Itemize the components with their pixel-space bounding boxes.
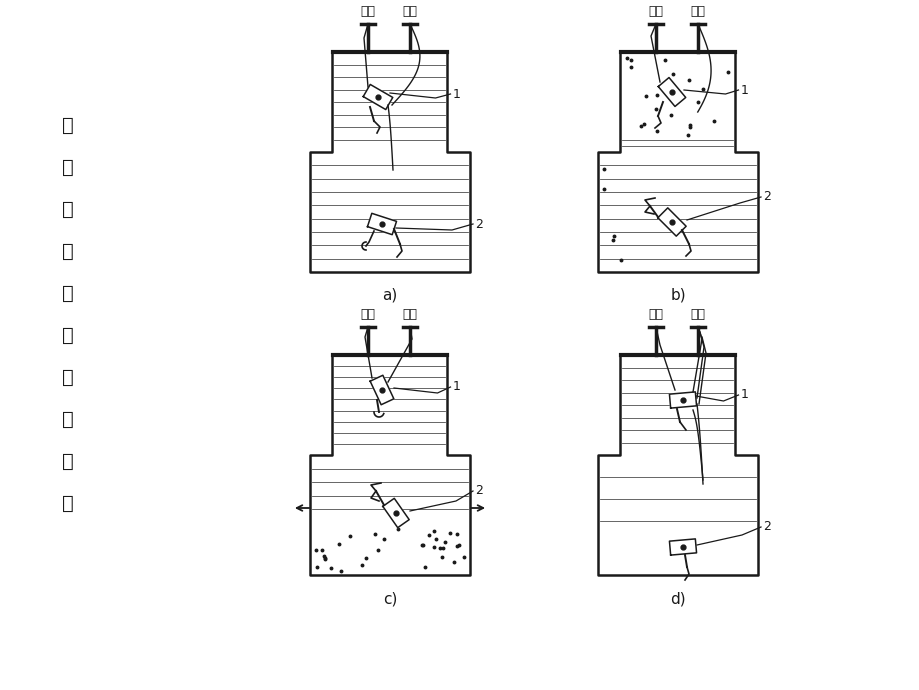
Polygon shape <box>367 213 396 235</box>
Text: 作: 作 <box>62 409 74 428</box>
Text: 的: 的 <box>62 326 74 344</box>
Text: 1: 1 <box>740 83 747 97</box>
Polygon shape <box>658 77 685 106</box>
Text: 瓦: 瓦 <box>62 115 74 135</box>
Text: a): a) <box>382 288 397 303</box>
Polygon shape <box>369 375 393 405</box>
Text: 信号: 信号 <box>360 308 375 321</box>
Polygon shape <box>363 84 392 110</box>
Text: 跳闸: 跳闸 <box>403 308 417 321</box>
Text: c): c) <box>382 591 397 606</box>
Text: 动: 动 <box>62 368 74 386</box>
Text: 说: 说 <box>62 451 74 471</box>
Text: d): d) <box>669 591 685 606</box>
Text: b): b) <box>669 288 685 303</box>
Text: 明: 明 <box>62 493 74 513</box>
Text: 继: 继 <box>62 199 74 219</box>
Text: 跳闸: 跳闸 <box>403 5 417 18</box>
Text: 信号: 信号 <box>648 308 663 321</box>
Polygon shape <box>669 392 696 408</box>
Text: 斯: 斯 <box>62 157 74 177</box>
Text: 1: 1 <box>452 88 460 101</box>
Text: 2: 2 <box>762 190 770 204</box>
Text: 信号: 信号 <box>648 5 663 18</box>
Text: 器: 器 <box>62 284 74 302</box>
Text: 2: 2 <box>762 520 770 533</box>
Polygon shape <box>657 208 686 236</box>
Polygon shape <box>669 539 696 555</box>
Text: 电: 电 <box>62 241 74 261</box>
Text: 1: 1 <box>740 388 747 402</box>
Text: 信号: 信号 <box>360 5 375 18</box>
Text: 跳闸: 跳闸 <box>690 308 705 321</box>
Text: 跳闸: 跳闸 <box>690 5 705 18</box>
Text: 1: 1 <box>452 380 460 393</box>
Polygon shape <box>382 498 409 528</box>
Text: 2: 2 <box>474 217 482 230</box>
Text: 2: 2 <box>474 484 482 497</box>
